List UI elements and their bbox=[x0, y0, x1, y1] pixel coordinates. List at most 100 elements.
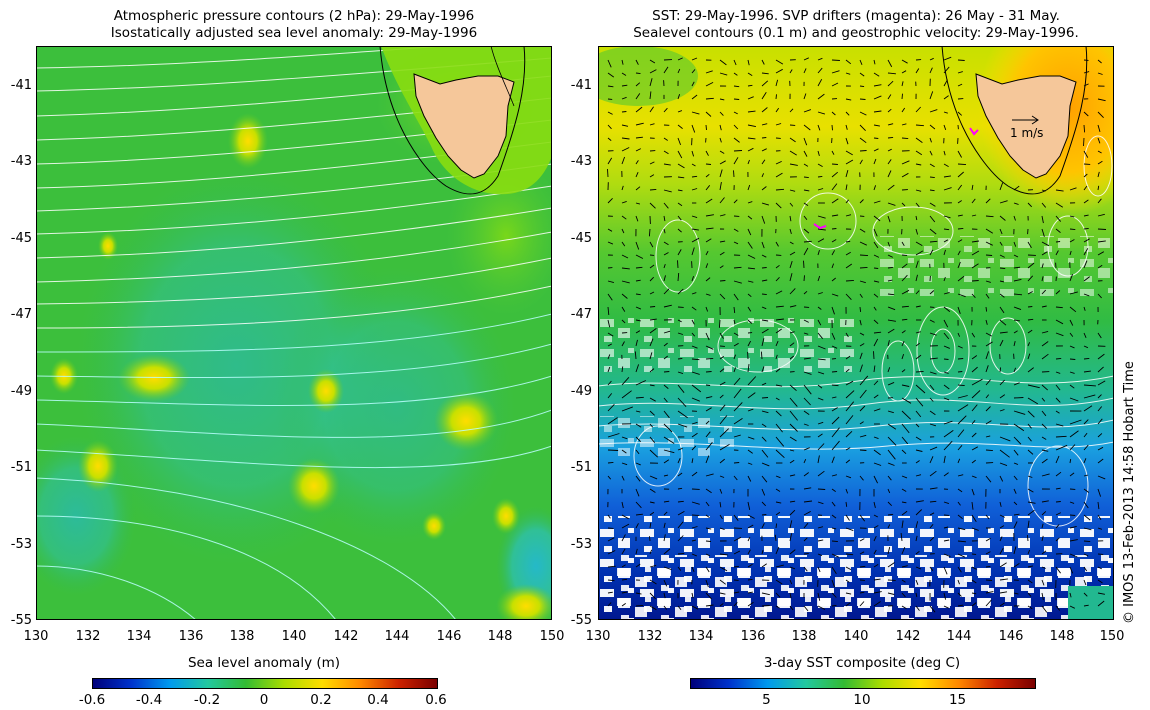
velocity-arrow bbox=[971, 378, 983, 386]
velocity-arrow bbox=[1097, 514, 1102, 520]
velocity-arrow bbox=[845, 415, 854, 425]
velocity-arrow bbox=[1055, 524, 1060, 529]
velocity-arrow bbox=[747, 514, 755, 519]
velocity-arrow bbox=[817, 78, 823, 87]
velocity-arrow bbox=[1083, 137, 1085, 147]
velocity-arrow bbox=[859, 565, 866, 568]
velocity-arrow bbox=[719, 428, 730, 438]
velocity-arrow bbox=[691, 319, 695, 325]
velocity-arrow bbox=[649, 384, 655, 387]
velocity-arrow bbox=[691, 384, 702, 393]
velocity-arrow bbox=[929, 319, 935, 323]
velocity-arrow bbox=[817, 592, 821, 601]
velocity-arrow bbox=[845, 279, 854, 282]
velocity-arrow bbox=[859, 280, 866, 284]
velocity-arrow bbox=[719, 59, 727, 66]
velocity-arrow bbox=[873, 536, 877, 542]
velocity-arrow bbox=[971, 214, 977, 217]
velocity-arrow bbox=[999, 449, 1010, 458]
velocity-arrow bbox=[929, 240, 938, 243]
velocity-arrow bbox=[817, 124, 821, 131]
velocity-arrow bbox=[915, 342, 920, 347]
velocity-arrow bbox=[887, 524, 891, 529]
velocity-arrow bbox=[957, 474, 964, 477]
velocity-arrow bbox=[719, 527, 725, 531]
velocity-arrow bbox=[705, 431, 711, 438]
velocity-arrow bbox=[915, 241, 923, 246]
velocity-arrow bbox=[621, 111, 627, 113]
velocity-arrow bbox=[607, 366, 611, 373]
velocity-arrow bbox=[607, 280, 615, 284]
velocity-arrow bbox=[663, 228, 666, 234]
velocity-arrow bbox=[789, 342, 795, 347]
velocity-arrow bbox=[705, 514, 710, 519]
velocity-arrow bbox=[887, 462, 895, 466]
velocity-arrow bbox=[1083, 238, 1090, 243]
velocity-arrow bbox=[621, 84, 628, 87]
velocity-arrow bbox=[761, 382, 767, 386]
velocity-arrow bbox=[873, 158, 877, 165]
velocity-arrow bbox=[761, 423, 767, 428]
velocity-arrow bbox=[747, 392, 756, 399]
velocity-arrow bbox=[789, 273, 793, 282]
velocity-arrow bbox=[901, 81, 904, 87]
velocity-arrow bbox=[957, 227, 964, 230]
velocity-arrow bbox=[915, 290, 920, 295]
velocity-arrow bbox=[747, 578, 753, 581]
velocity-arrow bbox=[607, 354, 611, 360]
velocity-arrow bbox=[859, 352, 863, 360]
velocity-arrow bbox=[789, 260, 793, 269]
velocity-arrow bbox=[971, 420, 976, 425]
velocity-arrow bbox=[873, 394, 879, 399]
velocity-arrow bbox=[719, 293, 726, 300]
right-x-tick: 140 bbox=[843, 629, 869, 644]
velocity-arrow bbox=[789, 459, 795, 464]
velocity-arrow bbox=[649, 241, 654, 248]
velocity-arrow bbox=[803, 68, 807, 74]
velocity-arrow bbox=[705, 124, 707, 131]
velocity-arrow bbox=[845, 150, 853, 156]
velocity-arrow bbox=[1013, 423, 1025, 432]
velocity-arrow bbox=[635, 160, 639, 165]
velocity-arrow bbox=[1027, 202, 1033, 208]
velocity-arrow bbox=[1027, 509, 1035, 516]
velocity-arrow bbox=[789, 251, 796, 256]
velocity-arrow bbox=[607, 168, 609, 178]
velocity-arrow bbox=[817, 358, 826, 361]
velocity-arrow bbox=[887, 319, 896, 322]
velocity-arrow bbox=[845, 137, 849, 145]
velocity-arrow bbox=[775, 354, 778, 360]
velocity-arrow bbox=[915, 535, 918, 542]
velocity-arrow bbox=[1097, 228, 1107, 230]
velocity-arrow bbox=[1013, 513, 1020, 516]
velocity-arrow bbox=[705, 185, 711, 191]
right-colorbar-tick: 5 bbox=[762, 692, 771, 708]
velocity-arrow bbox=[635, 172, 639, 178]
velocity-arrow bbox=[607, 228, 613, 232]
velocity-arrow bbox=[1097, 332, 1102, 339]
velocity-arrow bbox=[929, 109, 938, 113]
velocity-arrow bbox=[957, 488, 963, 493]
left-y-tick: -53 bbox=[10, 537, 32, 552]
velocity-arrow bbox=[1041, 276, 1044, 282]
velocity-arrow bbox=[887, 241, 891, 247]
velocity-arrow bbox=[1097, 366, 1104, 373]
velocity-arrow bbox=[831, 604, 837, 607]
velocity-arrow bbox=[691, 566, 695, 572]
velocity-legend-label: 1 m/s bbox=[1010, 126, 1043, 140]
velocity-arrow bbox=[1083, 444, 1089, 451]
velocity-arrow bbox=[621, 319, 626, 324]
velocity-arrow bbox=[1097, 433, 1103, 438]
left-colorbar-title: Sea level anomaly (m) bbox=[187, 655, 341, 671]
velocity-arrow bbox=[733, 342, 739, 347]
velocity-arrow bbox=[831, 171, 838, 178]
velocity-arrow bbox=[691, 458, 694, 464]
velocity-arrow bbox=[887, 159, 892, 165]
velocity-arrow bbox=[999, 475, 1004, 482]
velocity-arrow bbox=[663, 288, 670, 295]
velocity-arrow bbox=[929, 137, 932, 143]
velocity-arrow bbox=[887, 475, 892, 481]
velocity-arrow bbox=[803, 290, 808, 295]
velocity-arrow bbox=[677, 552, 685, 555]
velocity-arrow bbox=[719, 488, 723, 494]
